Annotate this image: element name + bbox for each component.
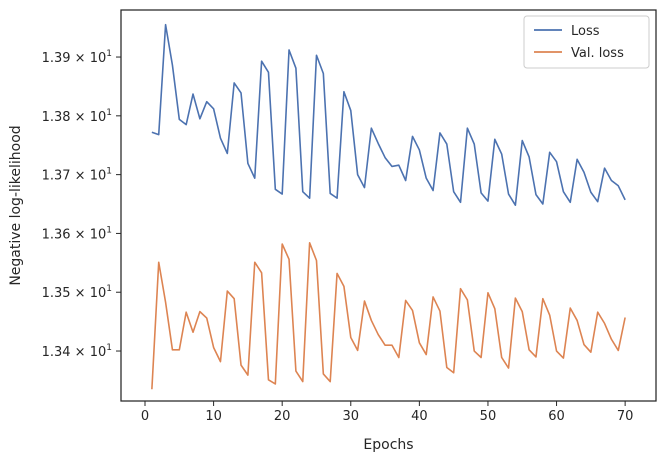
y-tick-label: 1.39 × 101	[42, 49, 112, 66]
y-tick-label: 1.38 × 101	[42, 108, 112, 125]
x-tick-label: 30	[343, 409, 360, 424]
y-axis-label: Negative log-likelihood	[8, 125, 24, 285]
legend-label-2: Val. loss	[571, 46, 624, 61]
y-tick-label: 1.36 × 101	[42, 225, 112, 242]
x-tick-label: 70	[617, 409, 634, 424]
series-layer	[151, 23, 626, 390]
plot-frame	[120, 9, 657, 402]
x-tick-label: 50	[480, 409, 497, 424]
x-tick-label: 10	[205, 409, 222, 424]
y-tick-label: 1.35 × 101	[42, 284, 112, 301]
x-tick-label: 60	[548, 409, 565, 424]
legend-label-1: Loss	[571, 24, 600, 39]
legend-box	[523, 15, 650, 69]
y-tick-label: 1.37 × 101	[42, 167, 112, 184]
series-line-1	[151, 23, 626, 207]
x-tick-label: 20	[274, 409, 291, 424]
x-tick-label: 40	[411, 409, 428, 424]
legend: Loss Val. loss	[523, 15, 650, 69]
x-axis-label: Epochs	[363, 437, 413, 453]
ticks-layer: 0 10 20 30 40 50 60 70 1.34 × 101 1.35 × 101 1.36 …	[42, 49, 634, 424]
y-tick-label: 1.34 × 101	[42, 343, 112, 360]
x-tick-label: 0	[141, 409, 149, 424]
series-line-2	[151, 242, 626, 390]
